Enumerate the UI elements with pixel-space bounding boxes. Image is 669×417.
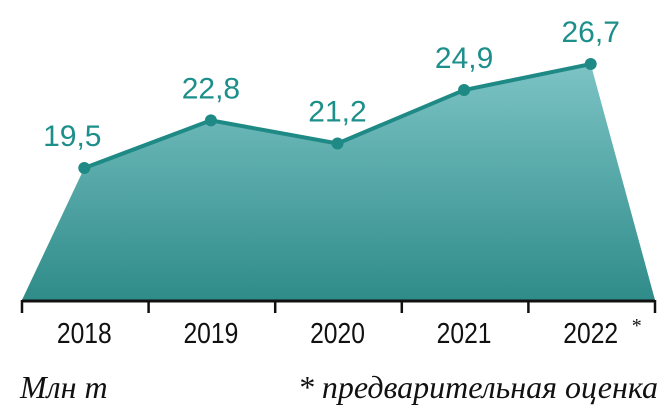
data-point [78, 162, 91, 175]
data-point [584, 58, 597, 71]
data-point [331, 137, 344, 150]
x-tick-label: 2018 [57, 317, 112, 349]
x-tick-label: 2020 [310, 317, 365, 349]
x-tick-label: 2022 [563, 317, 618, 349]
footnote: * предварительная оценка [298, 369, 658, 405]
x-tick-asterisk: * [632, 315, 642, 337]
x-tick-label: 2021 [437, 317, 492, 349]
data-point [204, 114, 217, 127]
data-label: 21,2 [308, 95, 366, 128]
area-fill [22, 64, 655, 300]
data-label: 22,8 [182, 72, 240, 105]
x-tick-label: 2019 [183, 317, 238, 349]
data-label: 26,7 [562, 16, 620, 49]
unit-label: Млн т [19, 369, 108, 405]
data-point [458, 84, 471, 97]
data-label: 24,9 [435, 42, 493, 75]
data-label: 19,5 [43, 120, 101, 153]
